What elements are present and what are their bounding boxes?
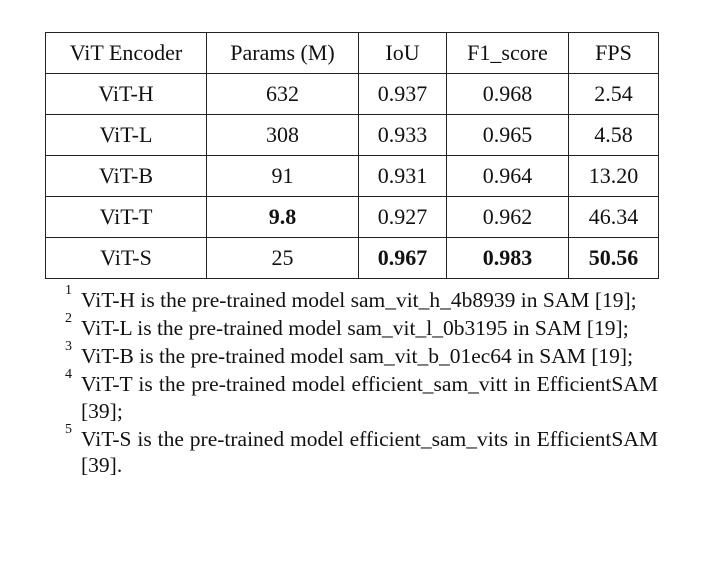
cell-encoder: ViT-L: [45, 114, 207, 156]
footnote-mark: 4: [65, 367, 72, 382]
header-fps: FPS: [568, 32, 659, 74]
cell-encoder: ViT-H: [45, 73, 207, 115]
footnote-mark: 5: [65, 421, 72, 437]
cell-params: 308: [206, 114, 359, 156]
cell-params: 91: [206, 155, 359, 197]
footnote-text: ViT-L is the pre-trained model sam_vit_l…: [81, 316, 629, 340]
footnote-mark: 1: [65, 283, 72, 298]
table-row: ViT-H 632 0.937 0.968 2.54: [45, 73, 659, 115]
header-f1-score: F1_score: [446, 32, 569, 74]
cell-encoder: ViT-S: [45, 237, 207, 279]
results-table: ViT Encoder Params (M) IoU F1_score FPS …: [45, 32, 659, 279]
footnote-mark: 2: [65, 311, 72, 326]
footnote: 5 ViT-S is the pre-trained model efficie…: [60, 421, 658, 479]
footnote: 1 ViT-H is the pre-trained model sam_vit…: [60, 283, 658, 314]
header-iou: IoU: [358, 32, 447, 74]
cell-fps: 50.56: [568, 237, 659, 279]
cell-fps: 46.34: [568, 196, 659, 238]
cell-fps: 4.58: [568, 114, 659, 156]
footnote-text: ViT-S is the pre-trained model efficient…: [81, 426, 658, 478]
footnote-text: ViT-H is the pre-trained model sam_vit_h…: [81, 288, 637, 312]
cell-f1: 0.968: [446, 73, 569, 115]
table-row: ViT-B 91 0.931 0.964 13.20: [45, 155, 659, 197]
cell-params: 9.8: [206, 196, 359, 238]
cell-params: 25: [206, 237, 359, 279]
footnote-mark: 3: [65, 339, 72, 354]
footnote: 4 ViT-T is the pre-trained model efficie…: [60, 367, 658, 424]
footnote: 3 ViT-B is the pre-trained model sam_vit…: [60, 339, 658, 370]
cell-iou: 0.967: [358, 237, 447, 279]
cell-iou: 0.933: [358, 114, 447, 156]
cell-f1: 0.962: [446, 196, 569, 238]
cell-f1: 0.965: [446, 114, 569, 156]
cell-iou: 0.927: [358, 196, 447, 238]
cell-iou: 0.937: [358, 73, 447, 115]
header-vit-encoder: ViT Encoder: [45, 32, 207, 74]
table-row: ViT-T 9.8 0.927 0.962 46.34: [45, 196, 659, 238]
cell-encoder: ViT-B: [45, 155, 207, 197]
cell-encoder: ViT-T: [45, 196, 207, 238]
cell-fps: 2.54: [568, 73, 659, 115]
cell-params: 632: [206, 73, 359, 115]
footnote-text: ViT-T is the pre-trained model efficient…: [81, 372, 658, 423]
footnote-text: ViT-B is the pre-trained model sam_vit_b…: [81, 344, 634, 368]
table-row: ViT-L 308 0.933 0.965 4.58: [45, 114, 659, 156]
footnotes: 1 ViT-H is the pre-trained model sam_vit…: [60, 283, 658, 480]
cell-iou: 0.931: [358, 155, 447, 197]
footnote: 2 ViT-L is the pre-trained model sam_vit…: [60, 311, 658, 342]
table-row: ViT-S 25 0.967 0.983 50.56: [45, 237, 659, 279]
cell-f1: 0.983: [446, 237, 569, 279]
cell-fps: 13.20: [568, 155, 659, 197]
cell-f1: 0.964: [446, 155, 569, 197]
table-header-row: ViT Encoder Params (M) IoU F1_score FPS: [45, 32, 659, 74]
header-params: Params (M): [206, 32, 359, 74]
